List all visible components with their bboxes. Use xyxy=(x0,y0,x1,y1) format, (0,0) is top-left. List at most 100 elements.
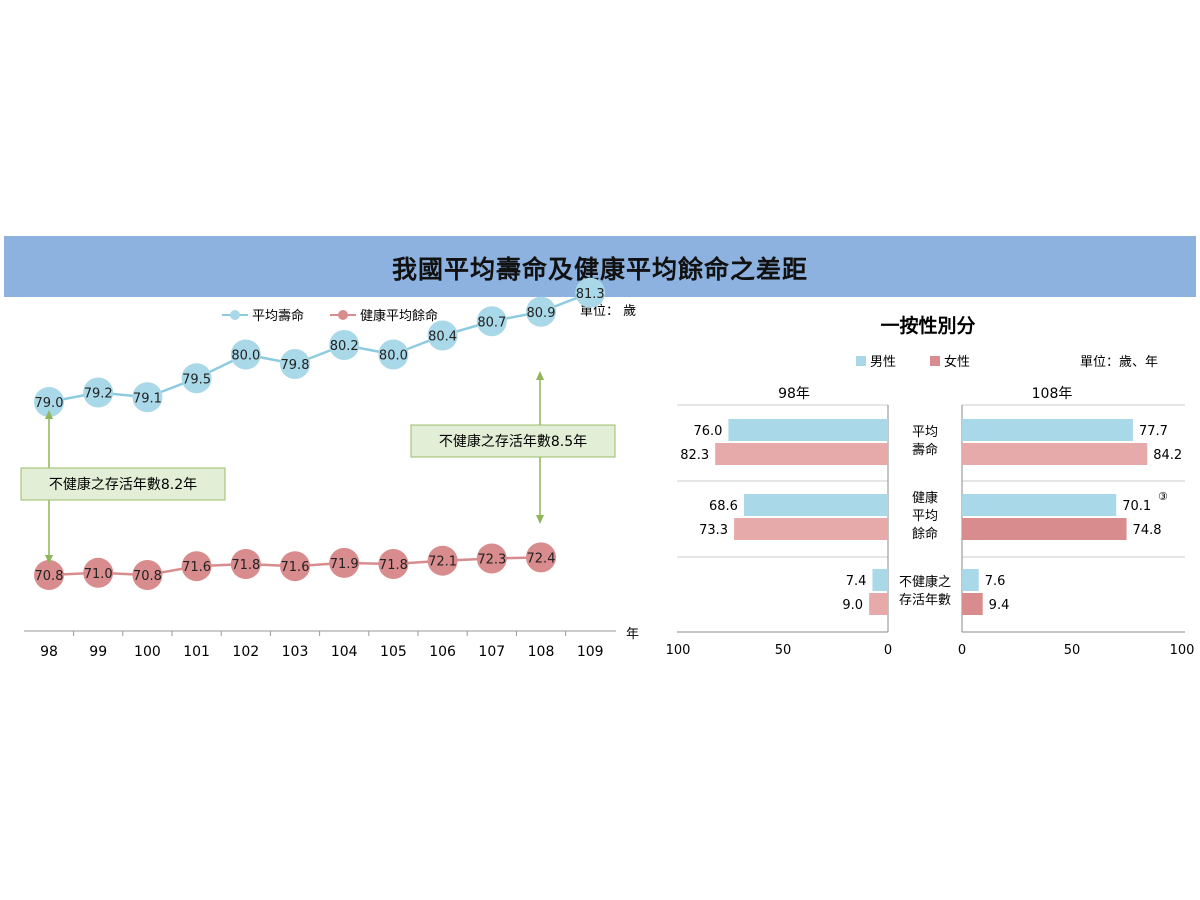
life-value-label: 80.2 xyxy=(330,339,359,354)
bar-female-value-108: 9.4 xyxy=(989,598,1010,613)
bar-female-98 xyxy=(715,443,888,465)
line-unit-label: 單位： 歲 xyxy=(580,304,636,319)
line-x-tick-label: 98 xyxy=(40,644,58,660)
bar-category-label: 壽命 xyxy=(912,442,938,458)
life-value-label: 79.5 xyxy=(182,372,211,387)
bar-category-label: 餘命 xyxy=(912,526,938,542)
bar-female-value-108: 74.8 xyxy=(1133,523,1162,538)
legend-life-marker xyxy=(230,310,240,320)
legend-male-swatch xyxy=(856,356,866,366)
bar-legend: 男性 女性 xyxy=(856,354,970,370)
life-value-label: 80.4 xyxy=(428,330,457,345)
line-x-tick-label: 108 xyxy=(528,644,555,660)
life-point xyxy=(132,382,163,413)
life-point xyxy=(427,320,458,351)
life-value-label: 80.0 xyxy=(379,349,408,364)
healthy-value-label: 72.4 xyxy=(527,551,556,566)
gap-arrowhead-top-108 xyxy=(536,371,544,380)
life-point xyxy=(34,387,64,417)
life-value-label: 79.1 xyxy=(133,391,162,406)
life-point xyxy=(181,363,212,394)
annotation-98: 不健康之存活年數8.2年 xyxy=(20,410,226,564)
bar-male-98 xyxy=(872,569,888,591)
line-ticks: 98 99 100 101 102 103 104 105 106 107 108 109 xyxy=(40,631,604,660)
bar-title: 一按性別分 xyxy=(880,314,975,337)
life-point xyxy=(83,377,114,408)
line-x-tick-label: 101 xyxy=(183,644,210,660)
bar-male-98 xyxy=(743,494,888,516)
line-x-tick-label: 104 xyxy=(331,644,358,660)
healthy-point xyxy=(83,557,114,588)
annotation-text-98: 不健康之存活年數8.2年 xyxy=(49,476,197,493)
bar-tick-label-108: 100 xyxy=(1170,643,1195,658)
bar-female-value-98: 82.3 xyxy=(680,448,709,463)
gap-arrowhead-top-98 xyxy=(45,410,53,419)
annotation-box-98 xyxy=(20,467,226,501)
healthy-value-label: 71.8 xyxy=(379,558,408,573)
bar-male-value-98: 7.4 xyxy=(846,574,867,589)
legend-male-label: 男性 xyxy=(870,355,896,370)
line-x-tick-label: 99 xyxy=(89,644,107,660)
bar-male-108 xyxy=(962,494,1117,516)
bar-unit-label: 單位：歲、年 xyxy=(1080,355,1158,370)
life-value-label: 79.8 xyxy=(281,358,310,373)
bar-male-108 xyxy=(962,419,1133,441)
healthy-value-label: 71.8 xyxy=(231,558,260,573)
healthy-series: 70.8 71.0 70.8 71.6 71.8 71.6 71.9 71.8 72.1 72.3… xyxy=(34,542,556,590)
life-point xyxy=(526,296,556,327)
healthy-value-label: 72.3 xyxy=(477,553,506,568)
healthy-value-label: 71.6 xyxy=(182,560,211,575)
line-x-tick-label: 103 xyxy=(282,644,309,660)
healthy-point xyxy=(280,551,310,582)
healthy-value-label: 71.9 xyxy=(330,557,359,572)
bar-male-value-98: 76.0 xyxy=(693,424,722,439)
line-x-unit: 年 xyxy=(626,627,639,642)
healthy-point xyxy=(329,547,360,578)
gap-arrowhead-bottom-108 xyxy=(536,515,544,524)
healthy-value-label: 70.8 xyxy=(133,569,162,584)
bar-female-108 xyxy=(962,593,983,615)
bar-tick-label-98: 100 xyxy=(666,643,691,658)
bar-male-98 xyxy=(728,419,888,441)
legend-life-label: 平均壽命 xyxy=(252,308,304,324)
bar-panels: 76.0 82.3 68.6 73.3 7.4 9.0 77.7 84.2 70.1 74.8 7.… xyxy=(680,419,1182,615)
life-point xyxy=(476,306,507,337)
healthy-point xyxy=(378,549,409,579)
legend-female-swatch xyxy=(930,356,940,366)
healthy-value-label: 72.1 xyxy=(428,555,457,570)
bar-male-value-108: 77.7 xyxy=(1139,424,1168,439)
life-point xyxy=(230,339,261,370)
bar-male-value-108: 70.1 xyxy=(1122,499,1151,514)
legend-healthy-label: 健康平均餘命 xyxy=(360,308,438,324)
life-point xyxy=(575,277,606,308)
page-title: 我國平均壽命及健康平均餘命之差距 xyxy=(391,255,808,284)
bar-male-value-108: 7.6 xyxy=(985,574,1006,589)
line-x-tick-label: 105 xyxy=(380,644,407,660)
bar-female-98 xyxy=(734,518,888,540)
bar-gridlines: 100 50 0 0 50 100 xyxy=(666,404,1195,658)
panel-title-108: 108年 xyxy=(1032,386,1073,402)
life-value-label: 80.7 xyxy=(477,315,506,330)
bar-female-value-108: 84.2 xyxy=(1153,448,1182,463)
healthy-point xyxy=(427,545,458,576)
panel-title-98: 98年 xyxy=(778,386,810,402)
life-point xyxy=(378,339,409,370)
life-line xyxy=(48,291,591,404)
life-value-label: 80.0 xyxy=(231,349,260,364)
healthy-point xyxy=(34,560,64,590)
bar-category-label: 平均 xyxy=(912,509,938,524)
healthy-point xyxy=(181,551,212,582)
bar-female-value-98: 73.3 xyxy=(699,523,728,538)
bar-tick-label-98: 0 xyxy=(884,643,892,658)
bar-category-label: 平均 xyxy=(912,425,938,440)
healthy-value-label: 71.0 xyxy=(84,567,113,582)
bar-female-value-98: 9.0 xyxy=(842,598,863,613)
bar-female-98 xyxy=(869,593,888,615)
bar-male-108 xyxy=(962,569,979,591)
healthy-point xyxy=(526,542,556,573)
bar-tick-label-108: 50 xyxy=(1064,643,1081,658)
healthy-value-label: 70.8 xyxy=(35,569,64,584)
bar-tick-label-108: 0 xyxy=(958,643,966,658)
line-x-tick-label: 100 xyxy=(134,644,161,660)
